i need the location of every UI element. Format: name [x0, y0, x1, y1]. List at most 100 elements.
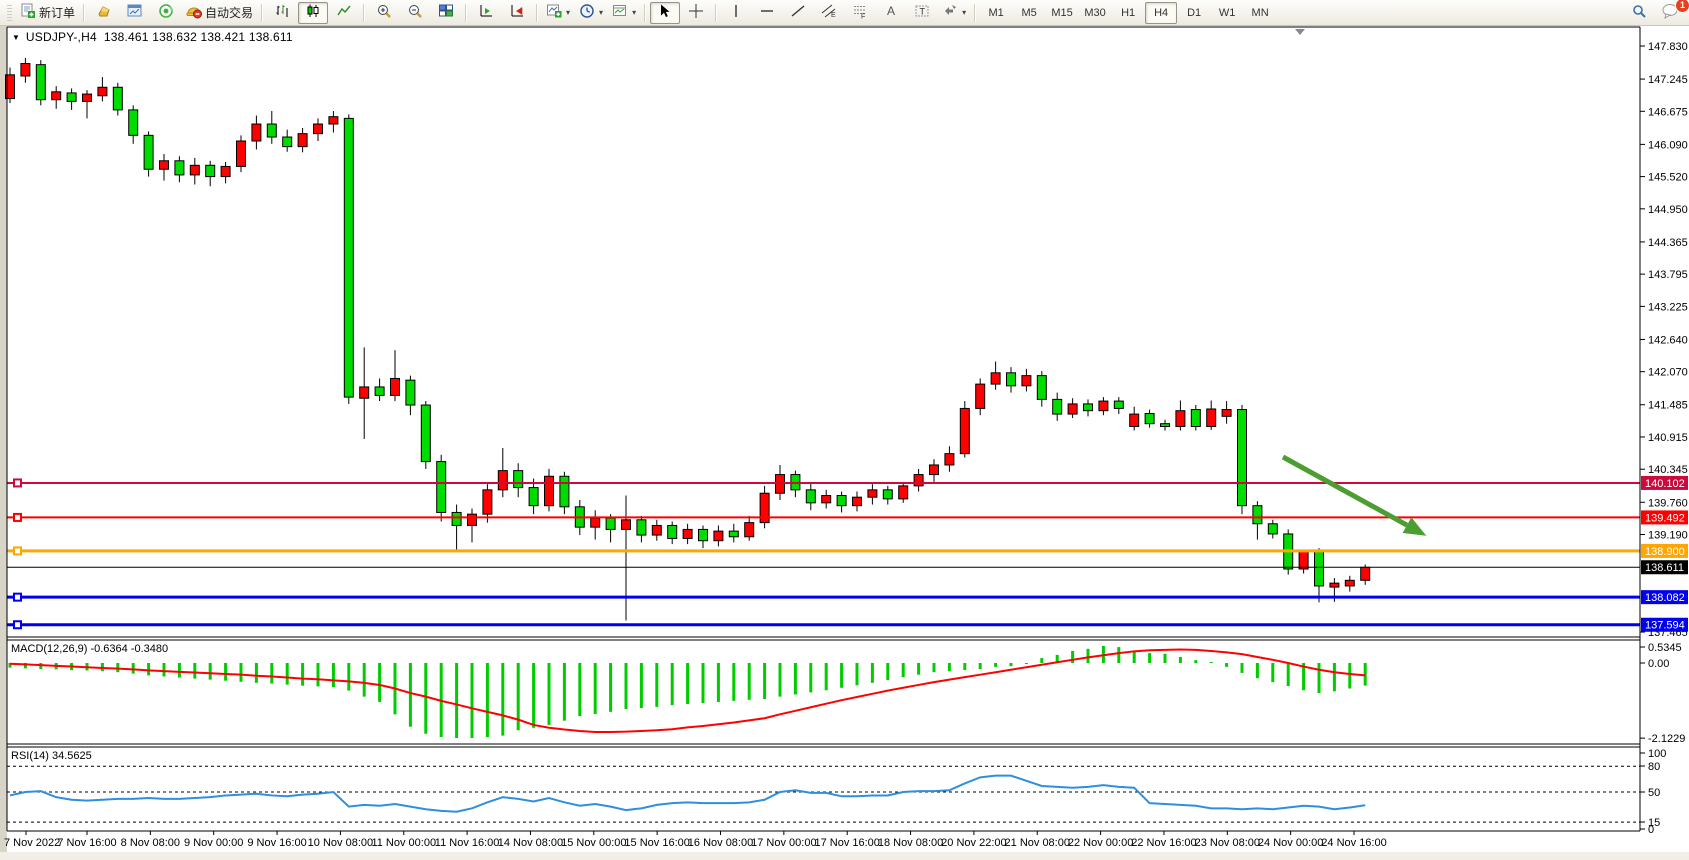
candle-up [1098, 400, 1109, 412]
price-line-label: 138.900 [1645, 546, 1685, 558]
channel-tool-button[interactable]: E [814, 2, 844, 24]
rsi-line [9, 774, 1366, 813]
autotrading-button[interactable]: 自动交易 [182, 2, 257, 24]
candle-up [20, 63, 31, 77]
candle-up [929, 464, 939, 476]
trendline-tool-button[interactable] [783, 2, 813, 24]
timeframe-m5-button[interactable]: M5 [1013, 2, 1045, 24]
timeframe-h1-button[interactable]: H1 [1112, 2, 1144, 24]
step-back-button[interactable] [502, 2, 532, 24]
zoom-out-button[interactable] [400, 2, 430, 24]
timeframe-m15-button[interactable]: M15 [1046, 2, 1078, 24]
candle-up [1221, 409, 1232, 417]
timeframe-w1-button[interactable]: W1 [1211, 2, 1243, 24]
chart-shift-marker[interactable] [1295, 29, 1305, 35]
time-label: 15 Nov 16:00 [624, 837, 689, 849]
hline-handle[interactable] [13, 592, 22, 602]
tile-windows-button[interactable] [431, 2, 461, 24]
candle-down [513, 470, 524, 489]
new-order-button[interactable]: 新订单 [16, 2, 79, 24]
candle-down [436, 461, 447, 513]
text-label-tool-button[interactable]: T [907, 2, 937, 24]
price-tick-label: 144.950 [1648, 204, 1688, 216]
candle-up [898, 485, 909, 500]
timeframe-label: M5 [1021, 6, 1037, 19]
candle-up [482, 489, 493, 515]
one-click-trading-toggle-icon[interactable]: ▼ [12, 32, 20, 42]
market-watch-button[interactable] [120, 2, 150, 24]
templates-button[interactable]: ▾ [608, 2, 640, 24]
time-label: 22 Nov 00:00 [1068, 837, 1133, 849]
candle-down [35, 64, 46, 101]
separator [974, 3, 977, 22]
line-chart-button[interactable] [329, 2, 359, 24]
text-tool-button[interactable]: A [876, 2, 906, 24]
price-tick-label: 142.070 [1648, 367, 1688, 379]
zoom-in-button[interactable] [369, 2, 399, 24]
hline-handle[interactable] [13, 478, 22, 488]
cursor-tool-button[interactable] [650, 1, 681, 24]
timeframe-label: H4 [1154, 6, 1169, 19]
hline-tool-button[interactable] [752, 2, 782, 24]
timeframe-h4-button[interactable]: H4 [1145, 1, 1178, 24]
vline-tool-button[interactable] [721, 2, 751, 24]
svg-text:T: T [920, 7, 926, 17]
status-strip [0, 852, 1689, 860]
fibonacci-tool-button[interactable]: F [845, 2, 875, 24]
periods-button[interactable]: ▾ [575, 2, 607, 24]
gold-icon [96, 3, 112, 22]
arrows-tool-button[interactable]: ▾ [938, 2, 970, 24]
timeframe-d1-button[interactable]: D1 [1178, 2, 1210, 24]
candle-up [297, 133, 308, 148]
crosshair-tool-button[interactable] [681, 2, 711, 24]
step-forward-button[interactable] [471, 2, 501, 24]
timeframe-m1-button[interactable]: M1 [980, 2, 1012, 24]
separator [536, 3, 539, 22]
candle-up [159, 160, 169, 170]
quotes-button[interactable] [89, 2, 119, 24]
candle-up [621, 519, 631, 530]
timeframe-m30-button[interactable]: M30 [1079, 2, 1111, 24]
template-icon [612, 3, 628, 22]
dropdown-arrow-icon: ▾ [632, 8, 637, 17]
time-label: 20 Nov 22:00 [941, 837, 1006, 849]
notification-badge: 1 [1675, 0, 1689, 13]
timeframe-mn-button[interactable]: MN [1244, 2, 1276, 24]
time-label: 23 Nov 08:00 [1195, 837, 1260, 849]
time-label: 18 Nov 08:00 [878, 837, 943, 849]
candle-up [313, 123, 323, 135]
fibonacci-icon: F [852, 3, 868, 22]
price-tick-label: 145.520 [1648, 172, 1688, 184]
dropdown-arrow-icon: ▾ [599, 8, 604, 17]
candle-down [143, 134, 154, 170]
hline-handle[interactable] [13, 546, 22, 556]
rsi-tick-label: 80 [1648, 761, 1660, 773]
candle-down [1113, 400, 1124, 409]
clock-icon [579, 3, 595, 22]
candle-up [189, 164, 200, 176]
trend-arrow-shaft[interactable] [1281, 454, 1409, 528]
hline-handle[interactable] [13, 512, 22, 522]
toolbar-grip[interactable] [7, 4, 12, 21]
bars-icon [274, 3, 290, 22]
search-button[interactable] [1624, 2, 1654, 24]
chat-button[interactable]: 1 [1655, 0, 1689, 24]
rsi-tick-label: 0 [1648, 824, 1654, 836]
candle-down [174, 160, 185, 176]
candle-up [1175, 410, 1186, 428]
candle-up [959, 407, 970, 455]
price-line-label: 137.594 [1645, 620, 1685, 632]
hline-handle[interactable] [13, 620, 22, 630]
indicators-button[interactable]: ▾ [542, 2, 574, 24]
text-label-icon: T [914, 3, 930, 22]
bar-chart-button[interactable] [267, 2, 297, 24]
candle-up [1360, 566, 1371, 581]
time-label: 7 Nov 2022 [4, 837, 60, 849]
candle-up [867, 489, 878, 498]
trend-arrow-head[interactable] [1402, 517, 1427, 536]
rsi-tick-label: 50 [1648, 787, 1660, 799]
signals-button[interactable] [151, 2, 181, 24]
candlestick-chart-button[interactable] [298, 1, 329, 24]
autotrading-icon [186, 3, 203, 22]
